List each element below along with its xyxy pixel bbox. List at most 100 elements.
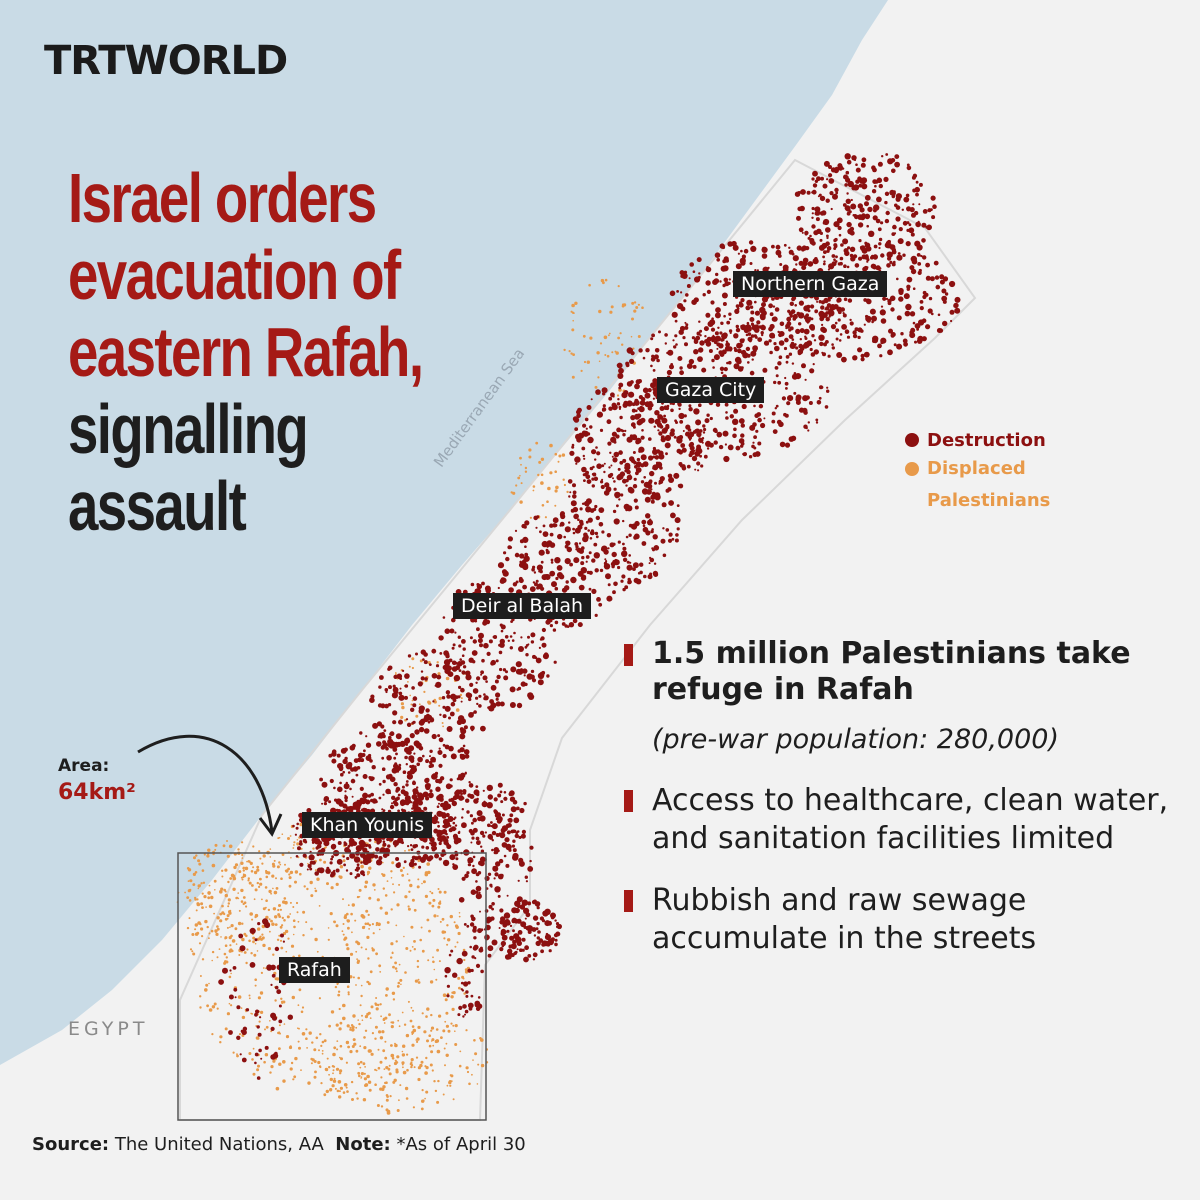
displaced-dot: [401, 1061, 405, 1065]
displaced-dot: [313, 1075, 317, 1079]
destruction-dot: [260, 1057, 263, 1060]
displaced-dot: [377, 1003, 380, 1007]
destruction-dot: [499, 623, 503, 627]
destruction-dot: [496, 812, 501, 817]
destruction-dot: [635, 437, 642, 444]
destruction-dot: [413, 796, 418, 801]
destruction-dot: [854, 263, 860, 268]
destruction-dot: [445, 832, 448, 836]
destruction-dot: [442, 705, 446, 709]
displaced-dot: [515, 484, 518, 487]
displaced-dot: [449, 914, 453, 919]
displaced-dot: [423, 690, 426, 694]
displaced-dot: [404, 971, 407, 974]
destruction-dot: [499, 642, 505, 648]
displaced-dot: [379, 1087, 383, 1091]
destruction-dot: [441, 813, 447, 819]
destruction-dot: [822, 312, 828, 319]
destruction-dot: [659, 406, 665, 411]
displaced-dot: [465, 1066, 469, 1070]
displaced-dot: [411, 699, 414, 702]
destruction-dot: [561, 622, 566, 626]
destruction-dot: [350, 778, 356, 784]
destruction-dot: [443, 800, 449, 806]
destruction-dot: [926, 225, 930, 229]
displaced-dot: [407, 681, 409, 683]
destruction-dot: [461, 876, 466, 881]
destruction-dot: [470, 841, 473, 844]
destruction-dot: [467, 968, 472, 973]
destruction-dot: [866, 260, 869, 263]
displaced-dot: [258, 937, 262, 941]
displaced-dot: [213, 1002, 217, 1006]
destruction-dot: [524, 945, 529, 951]
destruction-dot: [880, 221, 884, 225]
destruction-dot: [471, 821, 474, 825]
displaced-dot: [449, 1084, 452, 1087]
destruction-dot: [745, 324, 752, 331]
destruction-dot: [822, 183, 828, 189]
destruction-dot: [459, 747, 465, 753]
destruction-dot: [736, 359, 742, 365]
destruction-dot: [499, 578, 506, 584]
destruction-dot: [487, 794, 493, 800]
displaced-dot: [447, 938, 451, 942]
destruction-dot: [624, 462, 631, 469]
destruction-dot: [665, 528, 670, 532]
destruction-dot: [451, 826, 456, 832]
destruction-dot: [472, 945, 478, 951]
displaced-dot: [391, 1057, 395, 1060]
destruction-dot: [413, 752, 416, 755]
destruction-dot: [677, 356, 682, 361]
displaced-dot: [267, 871, 271, 875]
displaced-dot: [463, 992, 467, 995]
displaced-dot: [394, 961, 397, 965]
destruction-dot: [788, 352, 793, 356]
destruction-dot: [505, 920, 511, 926]
displaced-dot: [388, 1064, 391, 1067]
displaced-dot: [631, 317, 634, 321]
destruction-dot: [750, 245, 757, 252]
destruction-dot: [813, 339, 817, 342]
displaced-dot: [320, 1082, 323, 1085]
destruction-dot: [507, 948, 513, 954]
displaced-dot: [519, 456, 522, 460]
destruction-dot: [625, 478, 629, 483]
displaced-dot: [310, 894, 314, 898]
destruction-dot: [429, 749, 433, 753]
destruction-dot: [369, 759, 373, 763]
displaced-dot: [438, 960, 441, 963]
destruction-dot: [463, 981, 469, 987]
displaced-dot: [436, 915, 439, 917]
displaced-dot: [600, 278, 605, 283]
destruction-dot: [495, 692, 501, 698]
destruction-dot: [479, 910, 481, 913]
destruction-dot: [617, 467, 621, 471]
destruction-dot: [603, 563, 611, 570]
destruction-dot: [633, 399, 640, 406]
destruction-dot: [837, 225, 842, 231]
displaced-dot: [301, 1006, 305, 1009]
destruction-dot: [698, 272, 701, 275]
destruction-dot: [520, 921, 527, 928]
destruction-dot: [436, 805, 440, 808]
destruction-dot: [505, 863, 510, 868]
destruction-dot: [565, 540, 569, 544]
destruction-dot: [417, 681, 423, 687]
destruction-dot: [553, 933, 559, 938]
destruction-dot: [910, 232, 915, 237]
destruction-dot: [906, 228, 910, 232]
destruction-dot: [276, 989, 282, 995]
destruction-dot: [914, 340, 917, 344]
destruction-dot: [826, 246, 832, 251]
destruction-dot: [916, 328, 919, 331]
destruction-dot: [355, 866, 361, 871]
destruction-dot: [503, 675, 509, 681]
destruction-dot: [398, 694, 405, 701]
destruction-dot: [849, 321, 854, 326]
destruction-dot: [222, 967, 228, 974]
destruction-dot: [438, 857, 442, 861]
destruction-dot: [339, 763, 344, 768]
destruction-dot: [376, 721, 382, 727]
destruction-dot: [411, 855, 416, 860]
